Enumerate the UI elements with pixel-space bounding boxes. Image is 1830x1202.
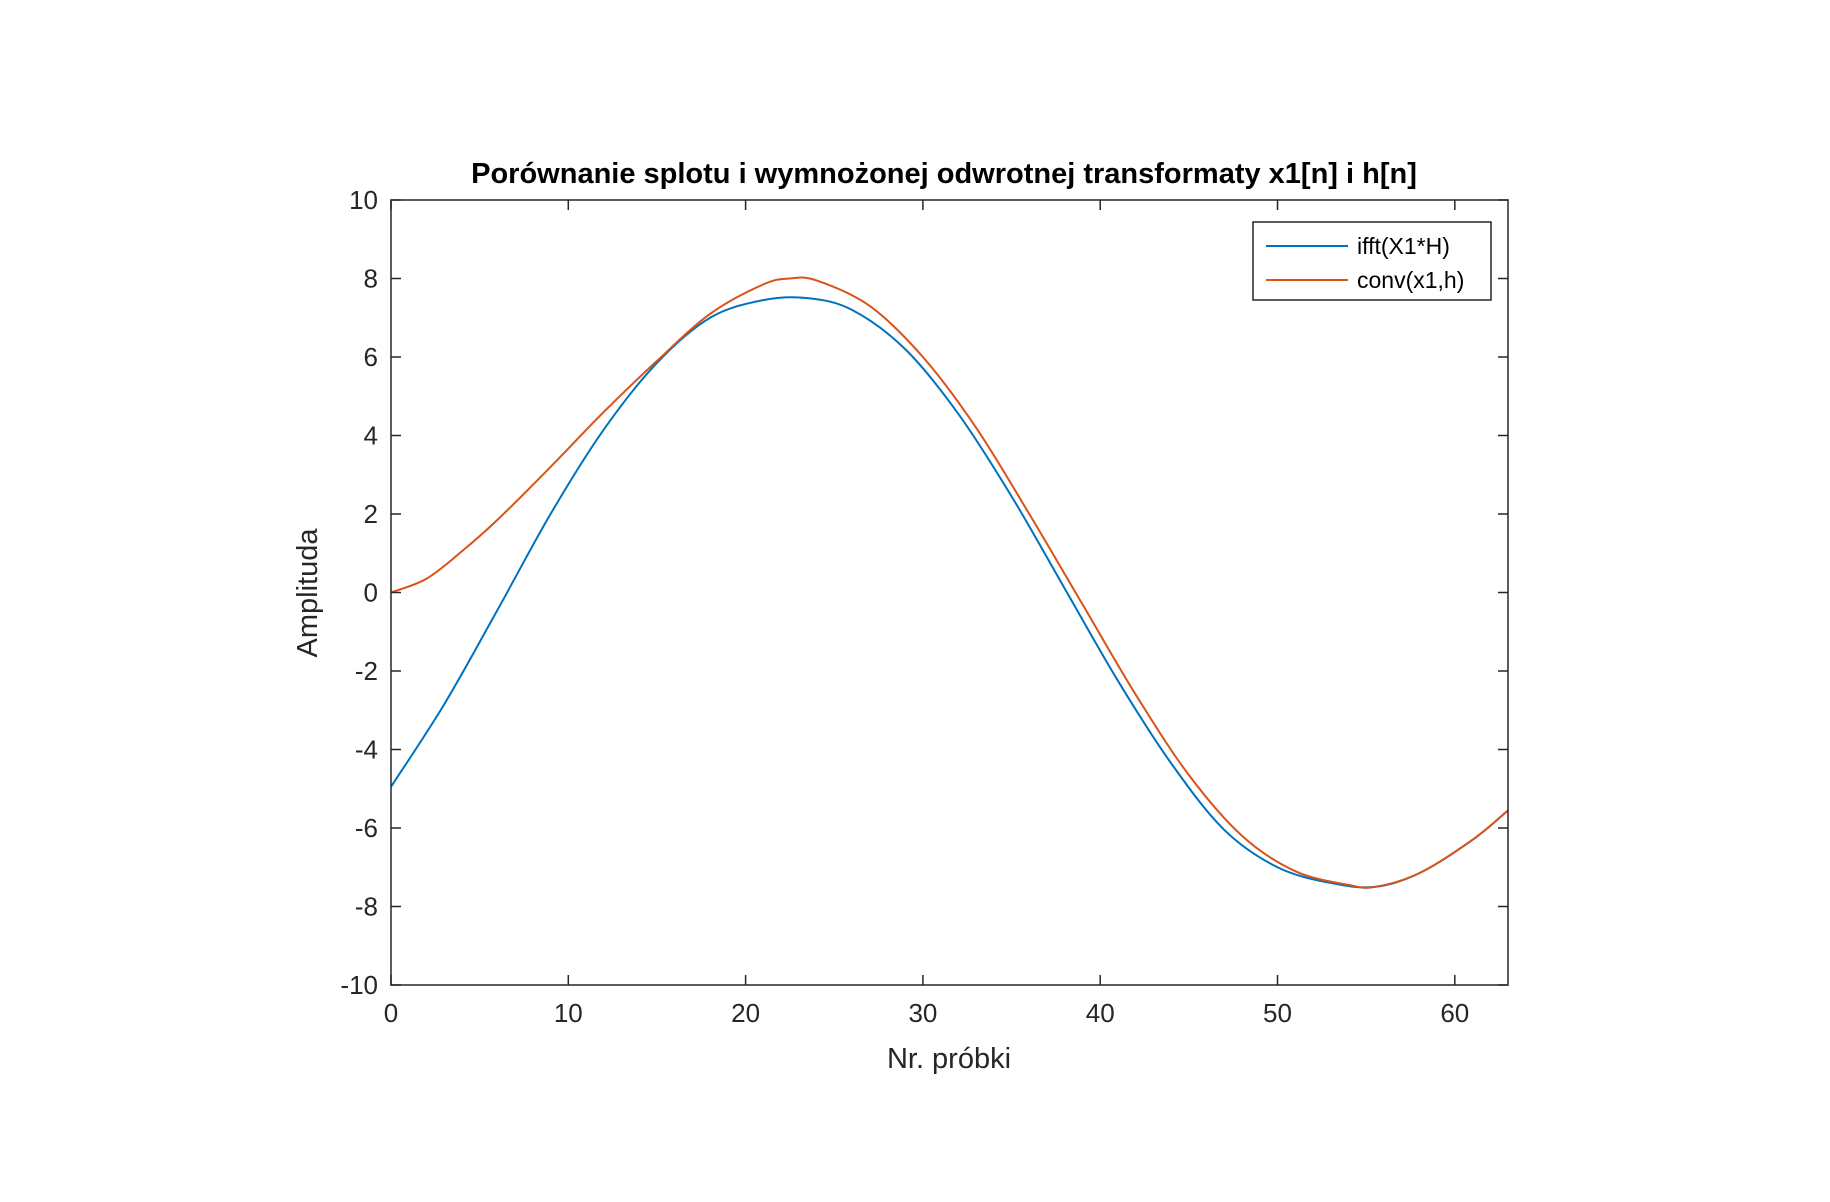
x-tick-label: 30 (908, 998, 937, 1028)
x-tick-label: 60 (1440, 998, 1469, 1028)
y-tick-label: 6 (364, 342, 378, 372)
y-tick-label: 0 (364, 578, 378, 608)
x-tick-label: 0 (384, 998, 398, 1028)
chart-title: Porównanie splotu i wymnożonej odwrotnej… (471, 158, 1417, 190)
x-axis-label: Nr. próbki (887, 1043, 1011, 1075)
legend[interactable]: ifft(X1*H) conv(x1,h) (1252, 221, 1492, 301)
plot-area (391, 200, 1508, 985)
y-tick-label: -2 (355, 656, 378, 686)
x-tick-label: 50 (1263, 998, 1292, 1028)
y-tick-label: -8 (355, 892, 378, 922)
legend-label-conv: conv(x1,h) (1357, 267, 1464, 293)
series-line-conv (390, 276, 1509, 889)
y-axis-label: Amplituda (292, 528, 324, 658)
y-tick-label: 10 (349, 185, 378, 215)
x-tick-label: 20 (731, 998, 760, 1028)
series-layer (390, 276, 1509, 889)
x-tick-labels: 0 10 20 30 40 50 60 (384, 998, 1470, 1028)
y-tick-label: -6 (355, 813, 378, 843)
y-tick-label: -10 (340, 970, 378, 1000)
x-tick-label: 40 (1086, 998, 1115, 1028)
y-tick-label: 8 (364, 264, 378, 294)
ticks-layer (390, 199, 1508, 986)
y-tick-labels: 10 8 6 4 2 0 -2 -4 -6 -8 -10 (340, 185, 378, 1000)
x-tick-label: 10 (554, 998, 583, 1028)
y-tick-label: 2 (364, 499, 378, 529)
series-line-ifft (390, 296, 1509, 889)
legend-box (1252, 221, 1492, 301)
legend-label-ifft: ifft(X1*H) (1357, 233, 1450, 259)
y-tick-label: -4 (355, 735, 378, 765)
y-tick-label: 4 (364, 421, 378, 451)
